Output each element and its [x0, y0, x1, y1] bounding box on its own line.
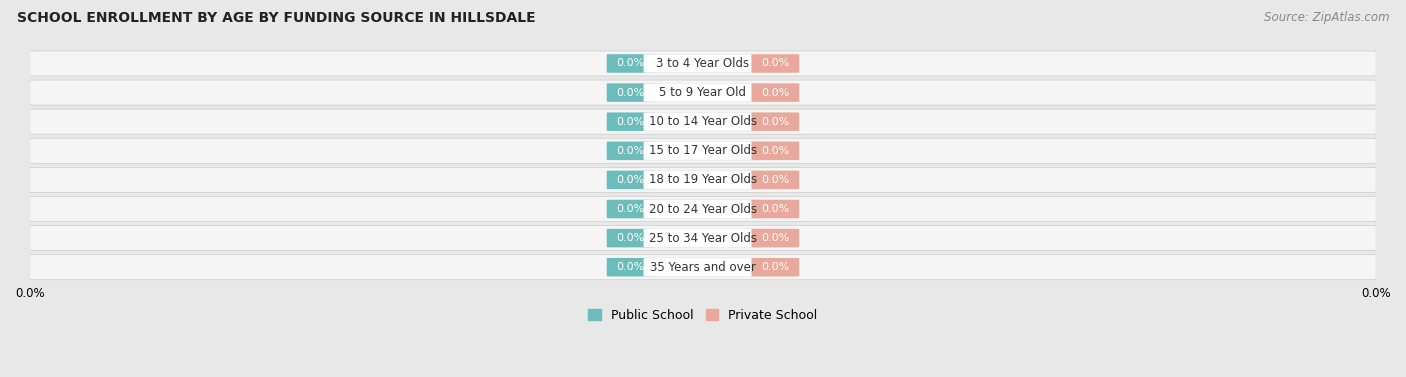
FancyBboxPatch shape [30, 167, 1376, 192]
FancyBboxPatch shape [644, 141, 762, 160]
FancyBboxPatch shape [30, 80, 1376, 105]
FancyBboxPatch shape [644, 54, 762, 73]
FancyBboxPatch shape [751, 229, 799, 247]
Text: 0.0%: 0.0% [616, 58, 645, 69]
Text: 0.0%: 0.0% [761, 117, 790, 127]
FancyBboxPatch shape [751, 54, 799, 73]
FancyBboxPatch shape [607, 112, 655, 131]
Text: 10 to 14 Year Olds: 10 to 14 Year Olds [650, 115, 756, 128]
Text: Source: ZipAtlas.com: Source: ZipAtlas.com [1264, 11, 1389, 24]
Text: 15 to 17 Year Olds: 15 to 17 Year Olds [650, 144, 756, 157]
Text: 0.0%: 0.0% [616, 87, 645, 98]
FancyBboxPatch shape [607, 141, 655, 160]
FancyBboxPatch shape [30, 51, 1376, 76]
FancyBboxPatch shape [30, 225, 1376, 251]
Text: 0.0%: 0.0% [761, 87, 790, 98]
Text: 0.0%: 0.0% [616, 146, 645, 156]
Text: 0.0%: 0.0% [616, 204, 645, 214]
Text: SCHOOL ENROLLMENT BY AGE BY FUNDING SOURCE IN HILLSDALE: SCHOOL ENROLLMENT BY AGE BY FUNDING SOUR… [17, 11, 536, 25]
Text: 18 to 19 Year Olds: 18 to 19 Year Olds [650, 173, 756, 186]
FancyBboxPatch shape [751, 171, 799, 189]
Text: 3 to 4 Year Olds: 3 to 4 Year Olds [657, 57, 749, 70]
FancyBboxPatch shape [751, 141, 799, 160]
Text: 0.0%: 0.0% [761, 175, 790, 185]
Text: 0.0%: 0.0% [616, 233, 645, 243]
FancyBboxPatch shape [30, 255, 1376, 280]
FancyBboxPatch shape [30, 196, 1376, 222]
Text: 5 to 9 Year Old: 5 to 9 Year Old [659, 86, 747, 99]
FancyBboxPatch shape [644, 229, 762, 247]
FancyBboxPatch shape [607, 171, 655, 189]
FancyBboxPatch shape [751, 112, 799, 131]
Text: 20 to 24 Year Olds: 20 to 24 Year Olds [650, 202, 756, 216]
FancyBboxPatch shape [607, 54, 655, 73]
FancyBboxPatch shape [644, 112, 762, 131]
FancyBboxPatch shape [751, 200, 799, 218]
FancyBboxPatch shape [30, 138, 1376, 163]
Text: 0.0%: 0.0% [616, 175, 645, 185]
Text: 0.0%: 0.0% [761, 58, 790, 69]
FancyBboxPatch shape [644, 258, 762, 276]
FancyBboxPatch shape [644, 171, 762, 189]
FancyBboxPatch shape [644, 200, 762, 218]
Text: 0.0%: 0.0% [616, 262, 645, 272]
FancyBboxPatch shape [607, 83, 655, 102]
FancyBboxPatch shape [751, 83, 799, 102]
Text: 0.0%: 0.0% [761, 233, 790, 243]
Text: 35 Years and over: 35 Years and over [650, 261, 756, 274]
FancyBboxPatch shape [751, 258, 799, 276]
FancyBboxPatch shape [607, 258, 655, 276]
Text: 0.0%: 0.0% [616, 117, 645, 127]
Text: 0.0%: 0.0% [761, 204, 790, 214]
FancyBboxPatch shape [30, 109, 1376, 134]
Text: 0.0%: 0.0% [761, 146, 790, 156]
Text: 25 to 34 Year Olds: 25 to 34 Year Olds [650, 231, 756, 245]
Legend: Public School, Private School: Public School, Private School [583, 304, 823, 327]
FancyBboxPatch shape [644, 83, 762, 102]
Text: 0.0%: 0.0% [761, 262, 790, 272]
FancyBboxPatch shape [607, 200, 655, 218]
FancyBboxPatch shape [607, 229, 655, 247]
